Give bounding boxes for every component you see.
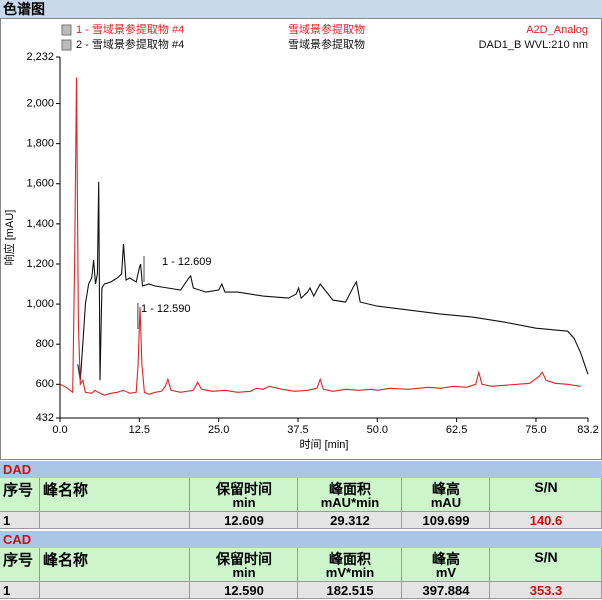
data-cell bbox=[190, 512, 298, 529]
header-name: 峰名称 bbox=[43, 482, 89, 499]
header-unit: mV*min bbox=[325, 565, 375, 580]
header-cell bbox=[490, 548, 602, 582]
y-tick-label: 1,800 bbox=[26, 138, 54, 150]
legend-name: 2 - 雪域景参提取物 #4 bbox=[76, 37, 184, 51]
legend-name: 1 - 雪域景参提取物 #4 bbox=[76, 22, 184, 36]
x-tick-label: 75.0 bbox=[525, 424, 546, 436]
data-cell bbox=[298, 512, 402, 529]
y-tick-label: 2,000 bbox=[26, 97, 54, 109]
y-tick-label: 1,400 bbox=[26, 218, 54, 230]
section-label: DAD bbox=[0, 461, 602, 478]
x-tick-label: 25.0 bbox=[208, 424, 229, 436]
x-tick-label: 12.5 bbox=[129, 424, 150, 436]
header-cell bbox=[298, 548, 402, 582]
header-name: 保留时间 bbox=[216, 551, 272, 567]
cell-text: 29.312 bbox=[330, 513, 370, 528]
peak-annotation: 1 - 12.609 bbox=[162, 256, 212, 268]
legend-icon bbox=[61, 39, 72, 51]
header-unit: min bbox=[232, 495, 256, 510]
header-unit: mAU*min bbox=[320, 495, 380, 510]
data-cell bbox=[190, 582, 298, 599]
cell-text: 1 bbox=[3, 513, 11, 528]
legend-sample: 雪域景参提取物 bbox=[288, 37, 365, 51]
header-name: 保留时间 bbox=[216, 481, 272, 497]
data-cell bbox=[298, 582, 402, 599]
cell-text: 397.884 bbox=[422, 583, 470, 598]
header-cell bbox=[490, 478, 602, 512]
header-name: 序号 bbox=[3, 552, 34, 569]
header-cell bbox=[190, 478, 298, 512]
legend-icon bbox=[61, 24, 72, 36]
x-tick-label: 62.5 bbox=[446, 424, 467, 436]
window-title: 色谱图 bbox=[0, 0, 602, 18]
legend-sample: 雪域景参提取物 bbox=[288, 22, 365, 36]
header-cell bbox=[298, 478, 402, 512]
header-cell bbox=[190, 548, 298, 582]
series-line bbox=[59, 77, 581, 396]
data-cell bbox=[0, 582, 40, 599]
data-cell bbox=[40, 582, 190, 599]
data-cell bbox=[0, 512, 40, 529]
y-tick-label: 1,600 bbox=[26, 178, 54, 190]
header-cell bbox=[40, 548, 190, 582]
header-unit: min bbox=[232, 565, 256, 580]
header-cell bbox=[402, 478, 490, 512]
header-name: 峰高 bbox=[432, 551, 460, 567]
y-tick-label: 800 bbox=[36, 338, 54, 350]
chart: 432 600 800 1,000 1,200 1,400 1,600 1,800 2,000 2… bbox=[0, 18, 602, 460]
x-tick-label: 37.5 bbox=[287, 424, 308, 436]
header-name: S/N bbox=[534, 479, 558, 495]
data-cell bbox=[402, 582, 490, 599]
x-axis-label: 时间 [min] bbox=[300, 438, 349, 451]
header-cell bbox=[402, 548, 490, 582]
header-name: 序号 bbox=[3, 482, 34, 499]
x-tick-label: 50.0 bbox=[367, 424, 388, 436]
header-cell bbox=[0, 548, 40, 582]
header-name: 峰面积 bbox=[329, 551, 371, 567]
cell-text: 182.515 bbox=[326, 583, 374, 598]
header-name: S/N bbox=[534, 549, 558, 565]
y-tick-label: 1,200 bbox=[26, 258, 54, 270]
series-line bbox=[77, 181, 589, 381]
cell-text: 353.3 bbox=[529, 583, 563, 598]
header-name: 峰面积 bbox=[329, 481, 371, 497]
cell-text: 140.6 bbox=[529, 513, 563, 528]
legend-channel: DAD1_B WVL:210 nm bbox=[479, 39, 588, 51]
x-tick-label: 0.0 bbox=[52, 424, 67, 436]
y-tick-label: 432 bbox=[36, 412, 54, 424]
y-tick-label: 1,000 bbox=[26, 298, 54, 310]
header-unit: mAU bbox=[430, 495, 462, 510]
header-name: 峰名称 bbox=[43, 552, 89, 569]
y-tick-label: 600 bbox=[36, 378, 54, 390]
section-label: CAD bbox=[0, 531, 602, 548]
x-tick-label: 83.2 bbox=[577, 424, 598, 436]
y-tick-label: 2,232 bbox=[26, 51, 54, 63]
legend-channel: A2D_Analog bbox=[526, 24, 588, 36]
header-cell bbox=[0, 478, 40, 512]
header-cell bbox=[40, 478, 190, 512]
data-cell bbox=[402, 512, 490, 529]
header-name: 峰高 bbox=[432, 481, 460, 497]
cell-text: 109.699 bbox=[422, 513, 470, 528]
cell-text: 12.590 bbox=[224, 583, 264, 598]
y-axis-label: 响应 [mAU] bbox=[2, 210, 16, 266]
peak-annotation: 1 - 12.590 bbox=[141, 303, 191, 315]
cell-text: 12.609 bbox=[224, 513, 264, 528]
cell-text: 1 bbox=[3, 583, 11, 598]
data-cell bbox=[40, 512, 190, 529]
header-unit: mV bbox=[435, 565, 457, 580]
